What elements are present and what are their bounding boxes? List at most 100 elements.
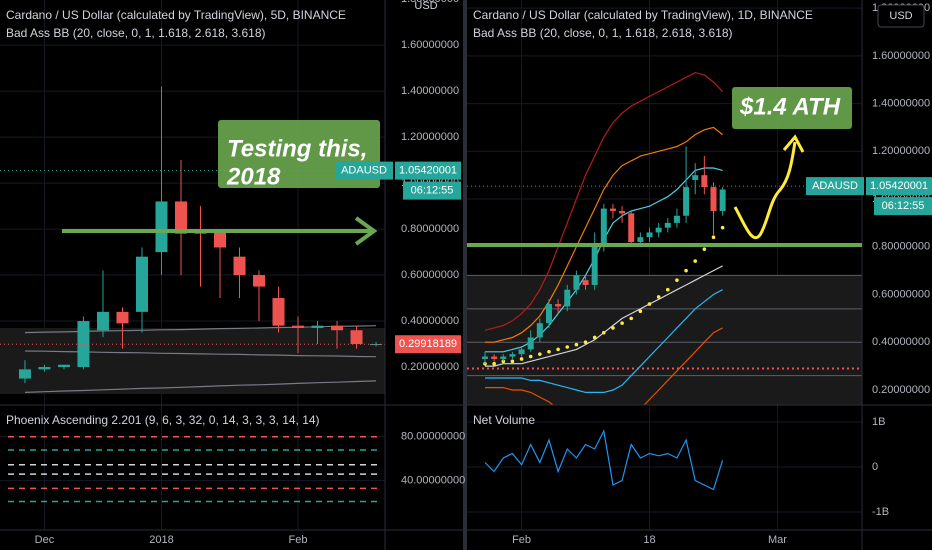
candle-body (174, 201, 187, 234)
candle-body (509, 354, 516, 357)
sar-dot (684, 268, 688, 273)
sar-dot (492, 361, 496, 366)
sar-dot (483, 361, 487, 366)
annotation-box (732, 87, 852, 129)
candle-body (646, 232, 653, 238)
sar-dot (711, 235, 716, 240)
indicator-title: Bad Ass BB (20, close, 0, 1, 1.618, 2.61… (473, 26, 733, 40)
annotation-text: $1.4 ATH (739, 93, 841, 120)
candle-body (518, 349, 525, 355)
sar-dot (647, 302, 652, 306)
y-tick-label: 0.80000000 (401, 223, 459, 235)
candle-body (664, 222, 671, 228)
plot-area (467, 71, 862, 405)
candle-body (18, 369, 31, 379)
band-line (485, 126, 723, 343)
candle-body (555, 304, 562, 307)
symbol-tag-label: ADAUSD (341, 165, 387, 177)
x-tick-label: Feb (289, 534, 308, 546)
sar-dot (528, 354, 533, 359)
candle-body (350, 330, 363, 345)
x-tick-label: 2018 (149, 534, 173, 546)
price-tag (866, 177, 932, 196)
band-line (24, 380, 377, 393)
sar-dot (602, 330, 606, 335)
x-tick-label: Dec (35, 534, 55, 546)
candle-body (591, 246, 598, 285)
candle-body (77, 321, 90, 368)
candle-body (331, 325, 344, 331)
x-tick-label: Feb (512, 534, 531, 546)
sar-dot (538, 352, 542, 356)
sar-dot (675, 278, 679, 282)
candle-body (719, 189, 726, 211)
countdown-label: 06:12:55 (411, 185, 454, 197)
candle-body (628, 213, 635, 242)
y-tick-label: 1.20000000 (872, 145, 930, 157)
annotation-text: 2018 (226, 163, 281, 190)
candle-body (155, 201, 168, 253)
y-tick-label: 1.60000000 (872, 50, 930, 62)
pane-tick-label: 80.00000000 (401, 431, 465, 443)
indicator-title: Bad Ass BB (20, close, 0, 1, 1.618, 2.61… (6, 26, 266, 40)
candle-body (491, 356, 498, 359)
band-line (485, 327, 723, 405)
candle-body (600, 208, 607, 247)
sar-dot (583, 340, 588, 345)
candle-body (619, 210, 626, 214)
price-tag-label: 1.05420001 (399, 165, 457, 177)
countdown-tag (403, 181, 461, 200)
plot-area (0, 86, 385, 393)
y-tick-label: 1.40000000 (872, 97, 930, 109)
candle-body (292, 325, 305, 328)
candle-body (582, 280, 589, 285)
y-tick-label: 0.20000000 (872, 384, 930, 396)
candle-body (233, 256, 246, 276)
y-tick-label: 0.60000000 (401, 269, 459, 281)
price-tag-label: 1.05420001 (870, 180, 928, 192)
pane-title: Phoenix Ascending 2.201 (9, 6, 3, 32, 0,… (6, 413, 320, 427)
y-tick-label: 0.60000000 (872, 288, 930, 300)
candle-body (710, 187, 717, 211)
symbol-tag-label: ADAUSD (812, 180, 858, 192)
candle-body (500, 356, 507, 359)
candle-body (609, 208, 616, 211)
sar-dot (620, 321, 624, 325)
net-volume-line (484, 429, 724, 491)
label-layer: Cardano / US Dollar (calculated by Tradi… (6, 0, 932, 546)
candle-body (701, 175, 708, 188)
y-tick-label: 1.60000000 (401, 39, 459, 51)
band-line (484, 71, 724, 331)
y-tick-label: 1.40000000 (401, 85, 459, 97)
sar-dot (565, 345, 570, 349)
candle-body (673, 215, 680, 223)
price-tag (395, 335, 461, 354)
x-tick-label: 18 (643, 534, 655, 546)
sar-dot (656, 295, 661, 299)
chart-title: Cardano / US Dollar (calculated by Tradi… (6, 8, 346, 22)
candle-body (637, 237, 644, 242)
sar-dot (519, 357, 524, 361)
candle-body (96, 311, 109, 331)
y-tick-label: 1.80000000 (401, 0, 459, 5)
sar-dot (665, 287, 670, 292)
pane-title: Net Volume (473, 413, 535, 427)
candle-body (272, 298, 285, 326)
currency-label: USD (889, 10, 912, 22)
band-line (485, 289, 723, 393)
horizontal-arrow (62, 216, 378, 246)
candle-body (545, 304, 552, 324)
candle-body (655, 227, 662, 233)
pane-tick-label: 1B (872, 416, 885, 428)
candle-body (38, 367, 51, 370)
price-tag (395, 161, 461, 180)
countdown-tag (874, 197, 932, 216)
sar-dot (693, 259, 698, 263)
candle-body (311, 325, 324, 328)
x-tick-label: Mar (768, 534, 787, 546)
sar-dot (629, 316, 634, 321)
sar-dot (556, 347, 560, 352)
pane-tick-label: 0 (872, 461, 878, 473)
